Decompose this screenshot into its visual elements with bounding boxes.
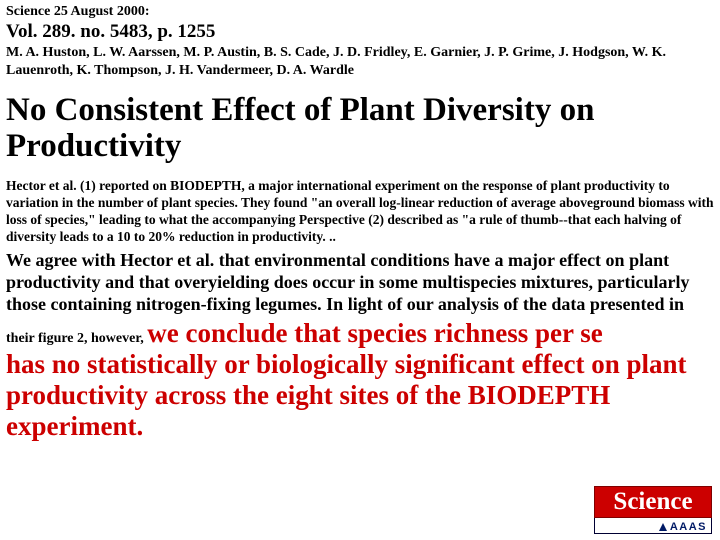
article-title: No Consistent Effect of Plant Diversity … xyxy=(6,93,714,164)
aaas-label: AAAS xyxy=(670,521,707,533)
journal-date: Science 25 August 2000: xyxy=(6,4,714,20)
aaas-logo: AAAS xyxy=(594,518,712,534)
science-logo: Science xyxy=(594,486,712,518)
aaas-triangle-icon xyxy=(658,522,668,532)
conclusion-highlight-inline: we conclude that species richness per se xyxy=(147,318,602,348)
body-paragraph: We agree with Hector et al. that environ… xyxy=(6,250,714,316)
conclusion-highlight-rest: has no statistically or biologically sig… xyxy=(6,349,687,441)
journal-volume: Vol. 289. no. 5483, p. 1255 xyxy=(6,21,714,43)
conclusion-paragraph: their figure 2, however, we conclude tha… xyxy=(6,318,714,442)
journal-logo: Science AAAS xyxy=(594,486,712,534)
intro-paragraph: Hector et al. (1) reported on BIODEPTH, … xyxy=(6,178,714,246)
author-list: M. A. Huston, L. W. Aarssen, M. P. Austi… xyxy=(6,44,714,79)
conclusion-lead-in: their figure 2, however, xyxy=(6,331,147,346)
